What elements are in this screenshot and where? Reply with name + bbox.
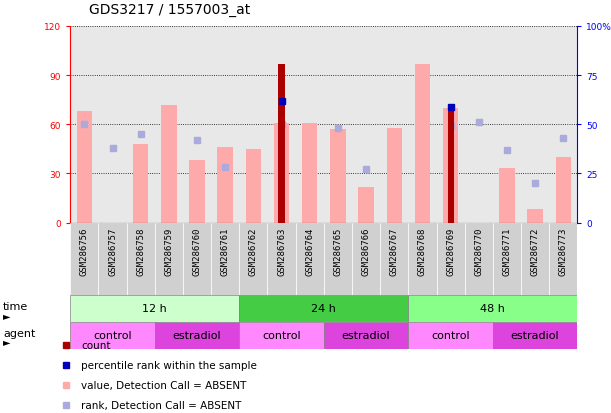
Bar [330, 130, 346, 223]
FancyBboxPatch shape [352, 223, 380, 295]
Bar [527, 210, 543, 223]
Bar [358, 187, 374, 223]
Text: percentile rank within the sample: percentile rank within the sample [81, 360, 257, 370]
Bar [443, 109, 458, 223]
Text: ►: ► [3, 337, 10, 347]
Text: estradiol: estradiol [173, 330, 221, 341]
Bar [218, 148, 233, 223]
Text: GSM286758: GSM286758 [136, 227, 145, 275]
Bar [161, 105, 177, 223]
Bar [499, 169, 514, 223]
Text: count: count [81, 340, 111, 350]
Text: GSM286764: GSM286764 [306, 227, 314, 275]
Text: GSM286771: GSM286771 [502, 227, 511, 275]
Text: time: time [3, 301, 28, 312]
FancyBboxPatch shape [521, 223, 549, 295]
FancyBboxPatch shape [155, 322, 240, 349]
FancyBboxPatch shape [70, 295, 240, 322]
Bar [279, 64, 285, 223]
FancyBboxPatch shape [240, 295, 408, 322]
FancyBboxPatch shape [211, 223, 240, 295]
Text: estradiol: estradiol [511, 330, 560, 341]
Text: agent: agent [3, 328, 35, 339]
FancyBboxPatch shape [408, 295, 577, 322]
FancyBboxPatch shape [408, 322, 493, 349]
Text: GSM286757: GSM286757 [108, 227, 117, 275]
FancyBboxPatch shape [240, 223, 268, 295]
Text: rank, Detection Call = ABSENT: rank, Detection Call = ABSENT [81, 400, 242, 410]
FancyBboxPatch shape [493, 223, 521, 295]
Text: control: control [262, 330, 301, 341]
Text: GDS3217 / 1557003_at: GDS3217 / 1557003_at [89, 2, 250, 17]
FancyBboxPatch shape [126, 223, 155, 295]
Text: ►: ► [3, 310, 10, 320]
Text: 12 h: 12 h [142, 304, 167, 314]
Text: GSM286763: GSM286763 [277, 227, 286, 275]
Text: control: control [431, 330, 470, 341]
Text: GSM286768: GSM286768 [418, 227, 427, 275]
Text: GSM286770: GSM286770 [474, 227, 483, 275]
Text: GSM286767: GSM286767 [390, 227, 399, 275]
Text: GSM286773: GSM286773 [559, 227, 568, 275]
Bar [447, 112, 454, 223]
FancyBboxPatch shape [268, 223, 296, 295]
Text: GSM286766: GSM286766 [362, 227, 371, 275]
FancyBboxPatch shape [183, 223, 211, 295]
FancyBboxPatch shape [240, 322, 324, 349]
Bar [387, 128, 402, 223]
Bar [555, 158, 571, 223]
Bar [302, 123, 318, 223]
Text: GSM286760: GSM286760 [192, 227, 202, 275]
Text: GSM286759: GSM286759 [164, 227, 174, 275]
FancyBboxPatch shape [155, 223, 183, 295]
FancyBboxPatch shape [324, 322, 408, 349]
FancyBboxPatch shape [436, 223, 465, 295]
FancyBboxPatch shape [70, 322, 155, 349]
Bar [246, 150, 261, 223]
Text: GSM286756: GSM286756 [80, 227, 89, 275]
FancyBboxPatch shape [549, 223, 577, 295]
FancyBboxPatch shape [465, 223, 493, 295]
Text: 48 h: 48 h [480, 304, 505, 314]
Text: control: control [93, 330, 132, 341]
FancyBboxPatch shape [70, 223, 98, 295]
Text: value, Detection Call = ABSENT: value, Detection Call = ABSENT [81, 380, 247, 390]
FancyBboxPatch shape [380, 223, 408, 295]
Text: GSM286762: GSM286762 [249, 227, 258, 275]
FancyBboxPatch shape [324, 223, 352, 295]
Bar [76, 112, 92, 223]
FancyBboxPatch shape [98, 223, 126, 295]
Text: GSM286769: GSM286769 [446, 227, 455, 275]
Text: 24 h: 24 h [312, 304, 336, 314]
Text: GSM286772: GSM286772 [530, 227, 540, 275]
Bar [415, 64, 430, 223]
Bar [274, 123, 290, 223]
Text: GSM286765: GSM286765 [334, 227, 342, 275]
Bar [189, 161, 205, 223]
Text: estradiol: estradiol [342, 330, 390, 341]
Text: GSM286761: GSM286761 [221, 227, 230, 275]
FancyBboxPatch shape [408, 223, 436, 295]
Bar [133, 145, 148, 223]
FancyBboxPatch shape [296, 223, 324, 295]
FancyBboxPatch shape [493, 322, 577, 349]
